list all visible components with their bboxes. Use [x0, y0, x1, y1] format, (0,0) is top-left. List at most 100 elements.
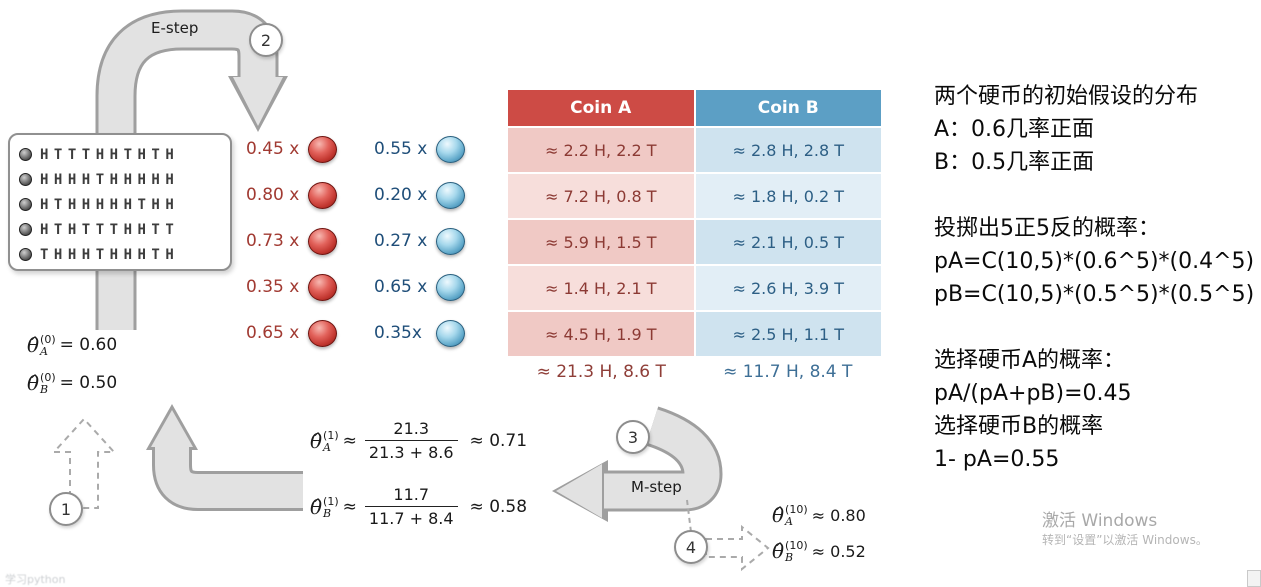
theta-hat-symbol: θ̂ — [27, 333, 40, 357]
estep-row: 0.80 x 0.20 x — [246, 182, 476, 210]
prob-coin-b: 0.55 x — [374, 139, 428, 159]
coin-b-icon — [436, 182, 465, 209]
coin-a-icon — [308, 320, 337, 347]
total-coin-b: ≈ 11.7 H, 8.4 T — [723, 362, 853, 382]
coin-b-icon — [436, 136, 465, 163]
cell-coin-b: ≈ 1.8 H, 0.2 T — [695, 174, 881, 218]
flip-sequence: HTHTTTHHTT — [40, 221, 180, 238]
theta-value: ≈ 0.80 — [811, 505, 866, 525]
cell-coin-b: ≈ 2.1 H, 0.5 T — [695, 220, 881, 264]
theta-hat-symbol: θ̂ — [310, 428, 323, 453]
theta-superscript: (10) — [785, 539, 808, 553]
coin-bullet-icon — [19, 198, 32, 211]
theta-hat-symbol: θ̂ — [772, 503, 785, 527]
cell-coin-b: ≈ 2.5 H, 1.1 T — [695, 312, 881, 356]
theta-value: ≈ 0.52 — [811, 541, 866, 561]
estep-row: 0.65 x 0.35x — [246, 320, 476, 348]
approx-sign: ≈ — [342, 430, 357, 451]
theta-hat-symbol: θ̂ — [310, 494, 323, 519]
theta-hat-symbol: θ̂ — [772, 539, 785, 563]
coin-a-icon — [308, 136, 337, 163]
theta-scripts: (10) A — [785, 504, 808, 527]
flip-row: THHHTHHHTH — [19, 242, 230, 267]
theta-scripts: (10) B — [785, 540, 808, 563]
theta-subscript: A — [785, 515, 793, 528]
windows-activation-subtext: 转到“设置”以激活 Windows。 — [1042, 533, 1208, 547]
theta-superscript: (0) — [40, 371, 56, 385]
coin-a-icon — [308, 228, 337, 255]
step-badge-2: 2 — [249, 23, 283, 57]
prob-coin-a: 0.80 x — [246, 185, 300, 205]
estep-row: 0.45 x 0.55 x — [246, 136, 476, 164]
prob-coin-a: 0.45 x — [246, 139, 300, 159]
mstep-formula-a: θ̂ (1) A ≈ 21.3 21.3 + 8.6 ≈ 0.71 — [310, 419, 527, 462]
note-line: pA=C(10,5)*(0.6^5)*(0.4^5) — [934, 249, 1255, 274]
cell-coin-a: ≈ 1.4 H, 2.1 T — [508, 266, 694, 310]
cell-coin-a: ≈ 4.5 H, 1.9 T — [508, 312, 694, 356]
theta-scripts: (1) A — [323, 430, 339, 453]
final-theta-b: θ̂ (10) B ≈ 0.52 — [772, 539, 866, 563]
formula-result: ≈ 0.58 — [469, 496, 528, 517]
expected-counts-table: Coin A Coin B ≈ 2.2 H, 2.2 T ≈ 2.8 H, 2.… — [508, 90, 881, 382]
fraction-denominator: 11.7 + 8.4 — [364, 506, 458, 528]
theta-subscript: B — [40, 383, 49, 396]
cell-coin-a: ≈ 5.9 H, 1.5 T — [508, 220, 694, 264]
coin-a-icon — [308, 274, 337, 301]
windows-activation-watermark: 激活 Windows — [1042, 511, 1158, 531]
corner-artifact — [1247, 570, 1261, 587]
flip-sequence: THHHTHHHTH — [40, 246, 180, 263]
theta-value: = 0.50 — [59, 373, 118, 393]
step-badge-4: 4 — [674, 530, 708, 564]
cell-coin-a: ≈ 7.2 H, 0.8 T — [508, 174, 694, 218]
flip-sequence: HHHHTHHHHH — [40, 171, 180, 188]
m-step-arrow — [552, 406, 723, 522]
mstep-formula-b: θ̂ (1) B ≈ 11.7 11.7 + 8.4 ≈ 0.58 — [310, 485, 527, 528]
converge-arrow-dashed — [705, 524, 770, 572]
prob-coin-b: 0.27 x — [374, 231, 428, 251]
theta-subscript: A — [323, 440, 331, 454]
fraction: 11.7 11.7 + 8.4 — [364, 485, 458, 528]
cell-coin-a: ≈ 2.2 H, 2.2 T — [508, 128, 694, 172]
coin-a-icon — [308, 182, 337, 209]
estep-row: 0.35 x 0.65 x — [246, 274, 476, 302]
final-theta-a: θ̂ (10) A ≈ 0.80 — [772, 503, 866, 527]
step-badge-3: 3 — [616, 420, 650, 454]
coin-bullet-icon — [19, 223, 32, 236]
theta-superscript: (1) — [323, 494, 339, 508]
theta-subscript: B — [785, 551, 794, 564]
prob-coin-a: 0.65 x — [246, 323, 300, 343]
note-line: 选择硬币B的概率 — [934, 414, 1104, 439]
theta-superscript: (0) — [40, 333, 56, 347]
note-line: pB=C(10,5)*(0.5^5)*(0.5^5) — [934, 282, 1255, 307]
flip-sequences-panel: HTTTHHTHTH HHHHTHHHHH HTHHHHHTHH HTHTTTH… — [8, 133, 232, 271]
fraction-denominator: 21.3 + 8.6 — [364, 440, 458, 462]
step-badge-1: 1 — [49, 492, 83, 526]
initial-theta-a: θ̂ (0) A = 0.60 — [27, 333, 117, 357]
table-row: ≈ 4.5 H, 1.9 T ≈ 2.5 H, 1.1 T — [508, 312, 881, 356]
theta-subscript: A — [40, 345, 48, 358]
coin-bullet-icon — [19, 148, 32, 161]
m-step-label: M-step — [631, 478, 682, 496]
table-row: ≈ 1.4 H, 2.1 T ≈ 2.6 H, 3.9 T — [508, 266, 881, 310]
theta-subscript: B — [323, 506, 332, 520]
theta-superscript: (1) — [323, 428, 339, 442]
coin-b-header: Coin B — [695, 90, 881, 126]
note-line: 选择硬币A的概率： — [934, 348, 1126, 373]
estep-row: 0.73 x 0.27 x — [246, 228, 476, 256]
coin-bullet-icon — [19, 248, 32, 261]
table-row: ≈ 7.2 H, 0.8 T ≈ 1.8 H, 0.2 T — [508, 174, 881, 218]
prob-coin-b: 0.35x — [374, 323, 422, 343]
prob-coin-a: 0.73 x — [246, 231, 300, 251]
coin-b-icon — [436, 228, 465, 255]
note-line: B：0.5几率正面 — [934, 150, 1095, 175]
note-line: 投掷出5正5反的概率： — [934, 216, 1160, 241]
theta-scripts: (0) A — [40, 334, 56, 357]
theta-scripts: (1) B — [323, 496, 339, 519]
loop-back-arrow-dashed — [51, 417, 117, 509]
coin-b-icon — [436, 320, 465, 347]
approx-sign: ≈ — [342, 496, 357, 517]
note-line: pA/(pA+pB)=0.45 — [934, 381, 1132, 406]
flip-sequence: HTTTHHTHTH — [40, 146, 180, 163]
prob-coin-a: 0.35 x — [246, 277, 300, 297]
note-line: 两个硬币的初始假设的分布 — [934, 84, 1199, 109]
